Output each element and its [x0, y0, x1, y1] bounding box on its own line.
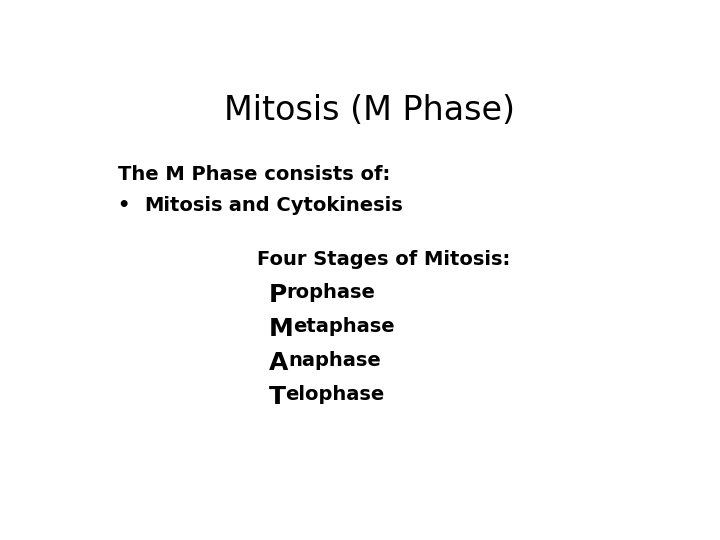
Text: A: A	[269, 352, 288, 375]
Text: rophase: rophase	[287, 283, 376, 302]
Text: Mitosis (M Phase): Mitosis (M Phase)	[223, 94, 515, 127]
Text: Four Stages of Mitosis:: Four Stages of Mitosis:	[258, 250, 510, 269]
Text: P: P	[269, 283, 287, 307]
Text: •: •	[118, 196, 144, 215]
Text: elophase: elophase	[286, 386, 384, 404]
Text: T: T	[269, 386, 286, 409]
Text: naphase: naphase	[288, 352, 381, 370]
Text: and Cytokinesis: and Cytokinesis	[222, 196, 403, 215]
Text: etaphase: etaphase	[293, 317, 395, 336]
Text: M: M	[269, 317, 293, 341]
Text: The M Phase consists of:: The M Phase consists of:	[118, 165, 390, 184]
Text: Mitosis: Mitosis	[144, 196, 222, 215]
